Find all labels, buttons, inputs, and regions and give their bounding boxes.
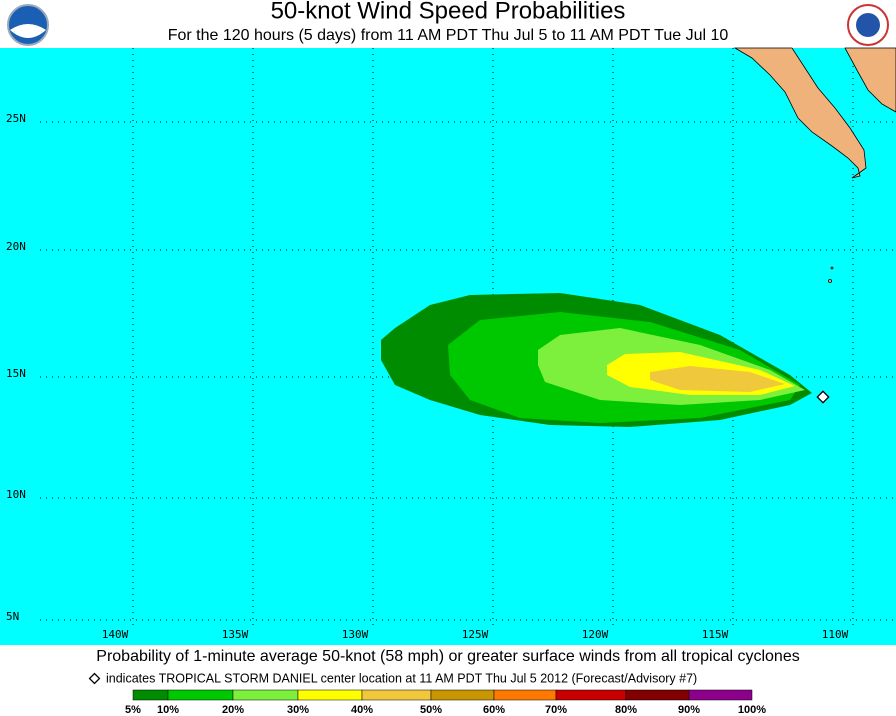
lon-label: 135W	[222, 628, 249, 641]
lon-label: 125W	[462, 628, 489, 641]
subtitle: For the 120 hours (5 days) from 11 AM PD…	[168, 27, 729, 44]
lat-label: 15N	[6, 367, 26, 380]
nws-logo-center	[856, 13, 880, 37]
legend-swatch	[361, 689, 432, 701]
legend-swatch	[625, 689, 690, 701]
legend-label: 50%	[420, 704, 442, 716]
lon-label: 115W	[702, 628, 729, 641]
probability-contours	[381, 293, 812, 427]
legend-label: 20%	[222, 704, 244, 716]
mainland-mexico	[844, 47, 896, 113]
lon-label: 130W	[342, 628, 369, 641]
lon-label: 110W	[822, 628, 849, 641]
legend-swatch	[232, 689, 299, 701]
legend-label: 60%	[483, 704, 505, 716]
legend-label: 10%	[157, 704, 179, 716]
legend-swatch	[167, 689, 234, 701]
lon-label: 140W	[102, 628, 129, 641]
caption: Probability of 1-minute average 50-knot …	[96, 648, 799, 665]
title: 50-knot Wind Speed Probabilities	[271, 0, 626, 24]
legend-label: 90%	[678, 704, 700, 716]
graticule: 25N 20N 15N 10N 5N 140W 135W 130W 125W 120W 115W 11…	[6, 48, 896, 641]
legend-label: 70%	[545, 704, 567, 716]
footer-bg	[0, 645, 896, 716]
legend: 5% 10% 20% 30% 40% 50% 60% 70% 80% 90% 100%	[125, 689, 766, 716]
lat-label: 10N	[6, 488, 26, 501]
legend-swatch	[132, 689, 169, 701]
legend-swatch	[493, 689, 557, 701]
legend-swatch	[297, 689, 363, 701]
legend-label: 5%	[125, 704, 141, 716]
lat-label: 5N	[6, 610, 19, 623]
lon-label: 120W	[582, 628, 609, 641]
legend-swatch	[430, 689, 495, 701]
note: indicates TROPICAL STORM DANIEL center l…	[106, 671, 697, 685]
legend-label: 80%	[615, 704, 637, 716]
legend-label: 30%	[287, 704, 309, 716]
storm-center-marker	[816, 390, 830, 404]
legend-label: 100%	[738, 704, 766, 716]
contour	[650, 366, 785, 392]
island	[830, 266, 834, 270]
land	[733, 47, 896, 283]
noaa-logo-bird	[10, 24, 46, 38]
legend-swatch	[688, 689, 753, 701]
island	[828, 279, 832, 283]
note-marker	[88, 672, 101, 685]
legend-label: 40%	[351, 704, 373, 716]
lat-label: 20N	[6, 240, 26, 253]
baja-peninsula	[733, 47, 867, 179]
legend-swatch	[555, 689, 627, 701]
lat-label: 25N	[6, 112, 26, 125]
